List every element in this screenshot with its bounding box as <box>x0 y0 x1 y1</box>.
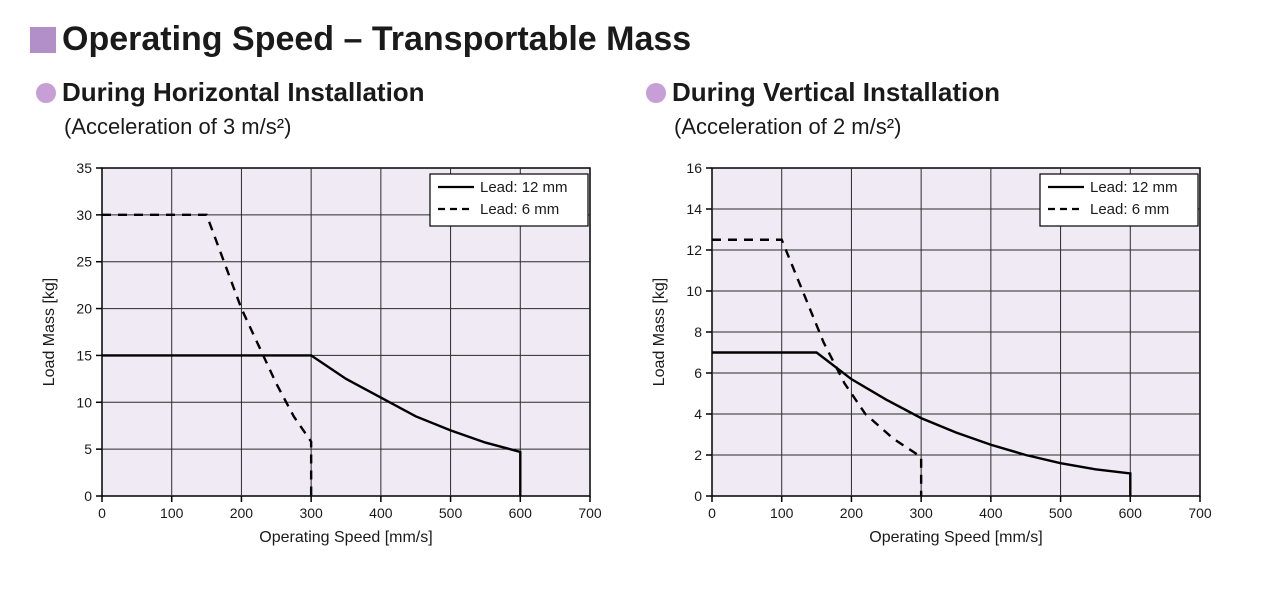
subtitle-row-1: During Vertical Installation <box>646 77 1220 108</box>
subtitle-1: During Vertical Installation <box>672 77 1000 108</box>
ytick-label: 10 <box>76 394 92 410</box>
xtick-label: 500 <box>1049 505 1073 521</box>
subtitle-row-0: During Horizontal Installation <box>36 77 610 108</box>
chart-block-vertical: During Vertical Installation (Accelerati… <box>640 77 1220 550</box>
xtick-label: 700 <box>1188 505 1212 521</box>
xtick-label: 200 <box>230 505 254 521</box>
xtick-label: 0 <box>708 505 716 521</box>
ytick-label: 16 <box>686 160 702 176</box>
square-bullet-icon <box>30 27 56 53</box>
xtick-label: 700 <box>578 505 602 521</box>
ytick-label: 35 <box>76 160 92 176</box>
x-axis-label: Operating Speed [mm/s] <box>259 529 432 546</box>
xtick-label: 400 <box>979 505 1003 521</box>
y-axis-label: Load Mass [kg] <box>41 278 58 387</box>
xtick-label: 500 <box>439 505 463 521</box>
ytick-label: 12 <box>686 242 702 258</box>
xtick-label: 300 <box>909 505 933 521</box>
ytick-label: 5 <box>84 441 92 457</box>
legend-label: Lead: 12 mm <box>1090 179 1178 196</box>
accel-text-1: (Acceleration of 2 m/s²) <box>674 114 1220 140</box>
ytick-label: 4 <box>694 406 702 422</box>
y-axis-label: Load Mass [kg] <box>651 278 668 387</box>
chart-svg: 0 100 200 300 400 500 600 700 0 2 4 6 8 10 12 14 16 Opera… <box>640 150 1220 550</box>
circle-bullet-icon <box>36 83 56 103</box>
ytick-label: 0 <box>84 488 92 504</box>
xtick-label: 200 <box>840 505 864 521</box>
circle-bullet-icon <box>646 83 666 103</box>
legend-label: Lead: 12 mm <box>480 179 568 196</box>
xtick-label: 600 <box>509 505 533 521</box>
chart-svg: 0 100 200 300 400 500 600 700 0 5 10 15 20 25 30 35 Oper… <box>30 150 610 550</box>
legend-label: Lead: 6 mm <box>1090 201 1169 218</box>
main-title: Operating Speed – Transportable Mass <box>62 20 691 59</box>
xtick-label: 600 <box>1119 505 1143 521</box>
ytick-label: 2 <box>694 447 702 463</box>
ytick-label: 8 <box>694 324 702 340</box>
chart-block-horizontal: During Horizontal Installation (Accelera… <box>30 77 610 550</box>
xtick-label: 400 <box>369 505 393 521</box>
ytick-label: 20 <box>76 301 92 317</box>
xtick-label: 100 <box>160 505 184 521</box>
charts-row: During Horizontal Installation (Accelera… <box>30 77 1250 550</box>
ytick-label: 0 <box>694 488 702 504</box>
x-axis-label: Operating Speed [mm/s] <box>869 529 1042 546</box>
ytick-label: 6 <box>694 365 702 381</box>
chart-svg-0: 0 100 200 300 400 500 600 700 0 5 10 15 20 25 30 35 Oper… <box>30 150 610 550</box>
ytick-label: 30 <box>76 207 92 223</box>
chart-svg-1: 0 100 200 300 400 500 600 700 0 2 4 6 8 10 12 14 16 Opera… <box>640 150 1220 550</box>
ytick-label: 14 <box>686 201 702 217</box>
ytick-label: 25 <box>76 254 92 270</box>
xtick-label: 300 <box>299 505 323 521</box>
xtick-label: 0 <box>98 505 106 521</box>
legend-label: Lead: 6 mm <box>480 201 559 218</box>
subtitle-0: During Horizontal Installation <box>62 77 425 108</box>
xtick-label: 100 <box>770 505 794 521</box>
accel-text-0: (Acceleration of 3 m/s²) <box>64 114 610 140</box>
main-title-row: Operating Speed – Transportable Mass <box>30 20 1250 59</box>
ytick-label: 15 <box>76 347 92 363</box>
ytick-label: 10 <box>686 283 702 299</box>
